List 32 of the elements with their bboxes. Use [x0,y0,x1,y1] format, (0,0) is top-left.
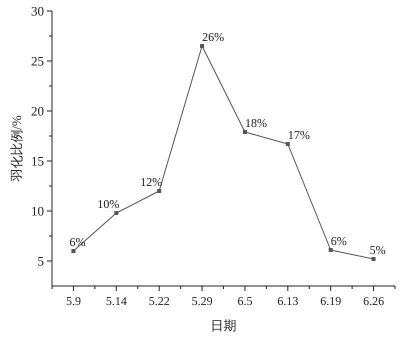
y-tick-label: 20 [31,104,44,118]
y-axis-title: 羽化比例/% [9,115,24,183]
y-tick-label: 25 [31,54,44,68]
data-label: 18% [244,116,267,130]
x-axis-title: 日期 [210,318,236,333]
y-tick-label: 10 [31,204,44,218]
point [200,44,204,48]
point [114,211,118,215]
data-label: 6% [330,234,347,248]
x-tick-label: 5.22 [148,294,170,308]
y-tick-label: 5 [38,254,44,268]
data-label: 6% [69,235,86,249]
x-tick-label: 6.26 [363,294,384,308]
data-label: 5% [370,243,386,257]
data-label: 12% [140,175,162,189]
point [242,130,247,134]
point [71,249,76,253]
data-label: 26% [202,30,224,44]
y-tick-label: 30 [31,4,44,18]
x-tick-label: 6.5 [237,294,252,308]
data-label: 17% [288,128,310,142]
data-label: 10% [97,197,120,211]
x-tick-label: 6.19 [320,294,342,308]
x-tick-label: 5.9 [66,294,81,308]
x-tick-label: 5.29 [192,294,213,308]
point [372,257,376,261]
point [328,248,333,252]
x-tick-label: 5.14 [106,294,127,308]
point [286,142,290,146]
point [157,189,162,193]
y-tick-label: 15 [31,154,44,168]
x-tick-label: 6.13 [277,294,298,308]
